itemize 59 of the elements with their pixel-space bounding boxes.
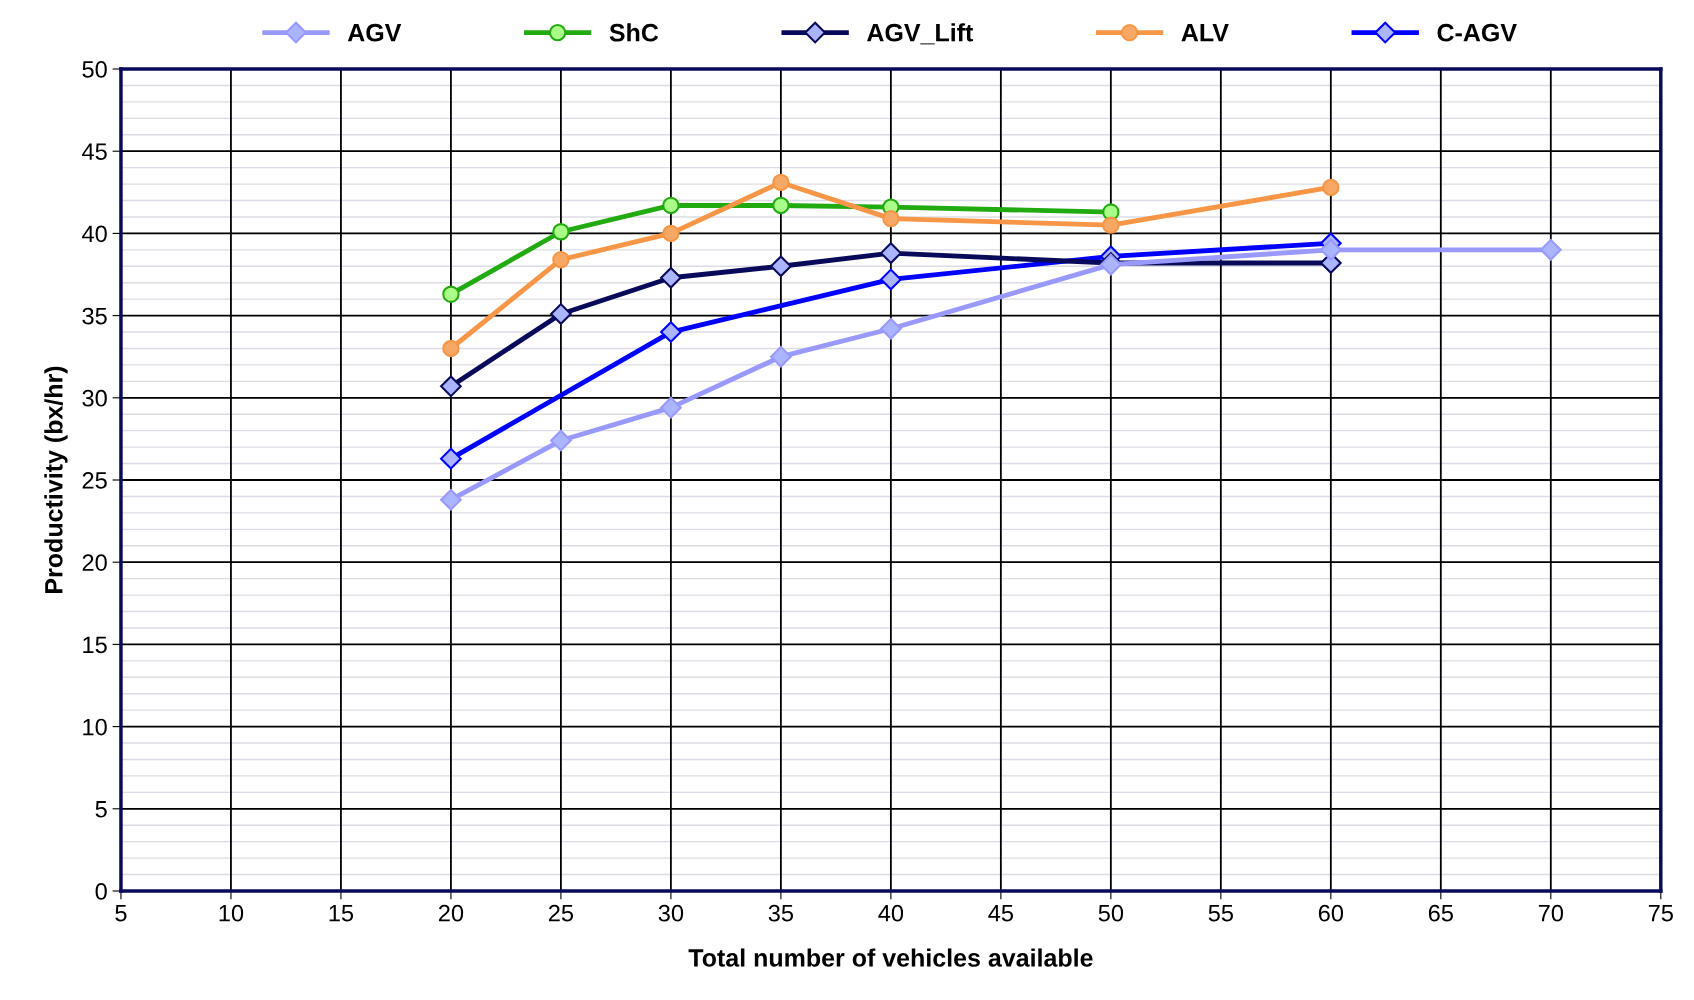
point bbox=[440, 447, 462, 470]
legend-label: ALV bbox=[1181, 24, 1229, 42]
point bbox=[1539, 238, 1562, 261]
legend-label: ShC bbox=[609, 23, 659, 42]
legend-label: AGV_Lift bbox=[867, 23, 974, 45]
point bbox=[442, 285, 460, 303]
x-tick-label: 55 bbox=[1208, 905, 1233, 922]
x-tick-label: 5 bbox=[115, 905, 127, 922]
x-tick-label: 50 bbox=[1098, 904, 1124, 922]
point bbox=[550, 303, 572, 325]
point bbox=[1102, 216, 1120, 234]
y-tick-label: 25 bbox=[82, 472, 107, 489]
y-tick-label: 20 bbox=[82, 554, 107, 571]
point bbox=[660, 396, 682, 419]
x-axis-title: Total number of vehicles available bbox=[688, 948, 1093, 967]
point bbox=[662, 196, 680, 215]
point bbox=[440, 375, 462, 398]
y-tick-label: 50 bbox=[82, 61, 107, 78]
x-tick-label: 30 bbox=[658, 904, 684, 922]
y-tick-label: 35 bbox=[82, 307, 107, 325]
x-tick-label: 60 bbox=[1318, 904, 1344, 922]
y-tick-label: 45 bbox=[82, 143, 107, 160]
point bbox=[442, 339, 460, 358]
x-tick-label: 35 bbox=[768, 904, 794, 922]
y-tick-label: 5 bbox=[95, 801, 107, 818]
point bbox=[770, 255, 792, 278]
point bbox=[880, 317, 902, 340]
y-tick-label: 15 bbox=[83, 636, 107, 654]
point bbox=[770, 345, 792, 368]
x-tick-label: 25 bbox=[548, 904, 574, 922]
y-tick-label: 0 bbox=[95, 883, 107, 900]
point bbox=[662, 224, 680, 243]
legend-label: AGV bbox=[347, 23, 402, 42]
legend-label: C-AGV bbox=[1437, 23, 1517, 42]
x-tick-label: 65 bbox=[1428, 904, 1453, 922]
y-axis-title: Productivity (bx/hr) bbox=[44, 366, 68, 593]
x-tick-label: 15 bbox=[329, 905, 354, 922]
x-tick-label: 40 bbox=[878, 904, 904, 922]
point bbox=[552, 251, 570, 269]
x-tick-label: 20 bbox=[438, 904, 464, 922]
point bbox=[660, 321, 682, 343]
point bbox=[880, 242, 902, 264]
y-tick-label: 10 bbox=[83, 718, 107, 736]
point bbox=[772, 173, 790, 192]
point bbox=[440, 488, 462, 511]
y-tick-label: 30 bbox=[82, 389, 107, 407]
x-tick-label: 75 bbox=[1648, 905, 1673, 922]
point bbox=[772, 196, 790, 215]
point bbox=[882, 209, 900, 228]
point bbox=[1322, 178, 1340, 197]
point bbox=[1319, 238, 1342, 261]
x-tick-label: 10 bbox=[219, 904, 244, 922]
x-tick-label: 70 bbox=[1538, 904, 1564, 922]
point bbox=[550, 429, 572, 452]
point bbox=[880, 268, 902, 291]
x-tick-label: 45 bbox=[988, 905, 1014, 922]
y-tick-label: 40 bbox=[82, 225, 107, 243]
point bbox=[660, 266, 682, 289]
point bbox=[552, 223, 570, 241]
